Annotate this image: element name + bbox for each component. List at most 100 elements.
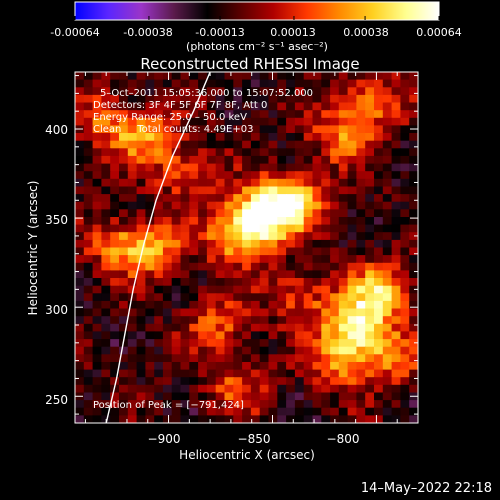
heatmap-cell xyxy=(338,377,349,386)
heatmap-cell xyxy=(338,133,349,142)
heatmap-cell xyxy=(198,384,208,393)
heatmap-cell xyxy=(110,232,120,241)
chart-title: Reconstructed RHESSI Image xyxy=(140,55,359,73)
heatmap-cell xyxy=(75,72,85,81)
heatmap-cell xyxy=(127,163,138,172)
heatmap-cell xyxy=(215,102,226,111)
heatmap-cell xyxy=(347,110,357,119)
heatmap-cell xyxy=(75,171,85,180)
heatmap-cell xyxy=(206,178,217,187)
heatmap-cell xyxy=(250,392,261,401)
heatmap-cell xyxy=(83,155,94,165)
heatmap-cell xyxy=(365,79,375,88)
heatmap-cell xyxy=(409,346,418,355)
heatmap-cell xyxy=(338,194,349,203)
heatmap-cell xyxy=(162,178,173,187)
heatmap-cell xyxy=(312,255,322,264)
heatmap-cell xyxy=(268,79,278,88)
heatmap-cell xyxy=(338,217,349,226)
heatmap-cell xyxy=(268,217,278,226)
heatmap-cell xyxy=(101,400,111,409)
heatmap-cell xyxy=(180,178,190,187)
heatmap-cell xyxy=(101,209,111,218)
heatmap-cell xyxy=(162,354,173,363)
heatmap-cell xyxy=(277,400,287,409)
heatmap-cell xyxy=(215,125,226,134)
heatmap-cell xyxy=(136,239,146,249)
heatmap-cell xyxy=(206,384,217,393)
heatmap-cell xyxy=(180,377,190,386)
heatmap-cell xyxy=(286,316,296,325)
heatmap-cell xyxy=(338,178,349,187)
heatmap-cell xyxy=(294,94,305,104)
heatmap-cell xyxy=(162,155,173,165)
heatmap-cell xyxy=(110,278,120,287)
heatmap-cell xyxy=(171,293,182,302)
heatmap-cell xyxy=(242,163,252,172)
heatmap-cell xyxy=(338,316,349,325)
heatmap-cell xyxy=(338,125,349,134)
heatmap-cell xyxy=(127,270,138,279)
heatmap-cell xyxy=(224,285,234,294)
heatmap-cell xyxy=(312,94,322,104)
heatmap-cell xyxy=(330,278,340,287)
heatmap-cell xyxy=(233,400,243,409)
heatmap-cell xyxy=(136,171,146,180)
heatmap-cell xyxy=(154,79,164,88)
heatmap-cell xyxy=(303,224,314,233)
heatmap-cell xyxy=(189,217,199,226)
heatmap-cell xyxy=(409,194,418,203)
heatmap-cell xyxy=(83,400,94,409)
heatmap-cell xyxy=(400,293,410,302)
heatmap-cell xyxy=(224,178,234,187)
heatmap-cell xyxy=(312,232,322,241)
heatmap-cell xyxy=(206,293,217,302)
heatmap-cell xyxy=(330,339,340,348)
heatmap-cell xyxy=(83,87,94,96)
heatmap-cell xyxy=(321,239,331,249)
heatmap-cell xyxy=(75,79,85,88)
heatmap-cell xyxy=(154,293,164,302)
heatmap-cell xyxy=(277,224,287,233)
heatmap-cell xyxy=(215,178,226,187)
heatmap-cell xyxy=(101,354,111,363)
heatmap-cell xyxy=(400,354,410,363)
heatmap-cell xyxy=(356,384,366,393)
heatmap-cell xyxy=(242,270,252,279)
heatmap-cell xyxy=(145,308,155,317)
heatmap-cell xyxy=(374,285,384,294)
heatmap-cell xyxy=(101,148,111,157)
heatmap-cell xyxy=(391,255,401,264)
heatmap-cell xyxy=(145,270,155,279)
heatmap-cell xyxy=(75,316,85,325)
heatmap-cell xyxy=(75,323,85,332)
heatmap-cell xyxy=(374,400,384,409)
heatmap-cell xyxy=(136,262,146,271)
heatmap-cell xyxy=(374,308,384,317)
heatmap-cell xyxy=(119,407,129,416)
heatmap-cell xyxy=(303,171,314,180)
heatmap-cell xyxy=(136,94,146,104)
heatmap-cell xyxy=(268,133,278,142)
heatmap-cell xyxy=(206,201,217,210)
heatmap-cell xyxy=(224,209,234,218)
heatmap-cell xyxy=(312,362,322,371)
heatmap-cell xyxy=(110,178,120,187)
heatmap-cell xyxy=(356,239,366,249)
heatmap-cell xyxy=(303,300,314,310)
heatmap-cell xyxy=(101,239,111,249)
heatmap-cell xyxy=(312,117,322,126)
heatmap-cell xyxy=(75,377,85,386)
heatmap-cell xyxy=(136,125,146,134)
heatmap-cell xyxy=(277,72,287,81)
heatmap-cell xyxy=(365,262,375,271)
heatmap-cell xyxy=(303,362,314,371)
heatmap-cell xyxy=(250,224,261,233)
heatmap-cell xyxy=(347,415,357,423)
heatmap-cell xyxy=(312,262,322,271)
heatmap-cell xyxy=(101,79,111,88)
heatmap-cell xyxy=(338,255,349,264)
heatmap-cell xyxy=(154,209,164,218)
heatmap-cell xyxy=(409,217,418,226)
heatmap-cell xyxy=(215,300,226,310)
